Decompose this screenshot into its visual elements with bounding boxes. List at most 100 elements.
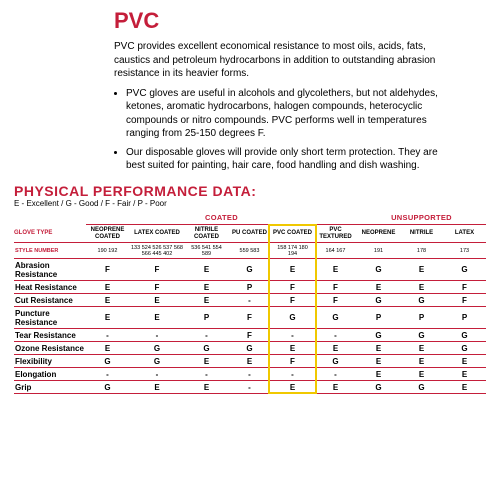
style-cell: 133 524 526 537 568 566 445 402 [129,243,185,259]
data-cell: G [314,355,357,368]
data-cell: - [314,329,357,342]
divider [14,393,486,394]
section-title: PHYSICAL PERFORMANCE DATA: [14,183,486,199]
data-cell: E [443,381,486,394]
data-cell: P [400,307,443,329]
data-cell: F [271,281,314,294]
data-cell: F [271,355,314,368]
legend-text: E - Excellent / G - Good / F - Fair / P … [14,199,486,208]
data-cell: F [129,281,185,294]
data-cell: E [185,355,228,368]
style-cell: 173 [443,243,486,259]
data-cell: - [129,329,185,342]
data-cell: E [400,368,443,381]
style-cell: 559 583 [228,243,271,259]
row-label: Cut Resistance [14,294,86,307]
data-cell: F [228,329,271,342]
data-cell: G [443,342,486,355]
style-cell: 164 167 [314,243,357,259]
coated-header: COATED [86,212,357,225]
data-cell: E [357,281,400,294]
table-row: Cut ResistanceEEE-FFGGF [14,294,486,307]
data-cell: E [314,342,357,355]
data-cell: - [86,329,129,342]
data-cell: G [86,381,129,394]
data-cell: E [314,381,357,394]
row-label: Puncture Resistance [14,307,86,329]
data-cell: E [86,281,129,294]
data-cell: E [443,355,486,368]
data-cell: P [185,307,228,329]
table-row: Puncture ResistanceEEPFGGPPP [14,307,486,329]
data-cell: G [357,381,400,394]
col-header: PVC COATED [271,225,314,243]
table-row: Ozone ResistanceEGGGEEEEG [14,342,486,355]
data-cell: G [443,259,486,281]
style-cell: 191 [357,243,400,259]
data-cell: F [271,294,314,307]
row-label: Grip [14,381,86,394]
data-cell: E [271,259,314,281]
data-cell: - [228,381,271,394]
data-cell: F [443,281,486,294]
data-cell: - [185,368,228,381]
data-cell: G [86,355,129,368]
data-cell: E [314,259,357,281]
data-cell: E [86,342,129,355]
data-cell: - [129,368,185,381]
data-cell: E [357,355,400,368]
data-cell: G [228,342,271,355]
table-row: Elongation------EEE [14,368,486,381]
data-cell: G [357,294,400,307]
data-cell: - [314,368,357,381]
col-header: LATEX COATED [129,225,185,243]
col-header: NEOPRENE COATED [86,225,129,243]
data-cell: G [357,259,400,281]
data-cell: E [443,368,486,381]
data-cell: G [129,342,185,355]
bullet-item: Our disposable gloves will provide only … [126,146,456,173]
data-cell: - [228,294,271,307]
data-cell: E [400,259,443,281]
data-cell: G [228,259,271,281]
data-cell: - [228,368,271,381]
style-cell: 190 192 [86,243,129,259]
data-cell: G [129,355,185,368]
data-cell: E [357,342,400,355]
col-header: PVC TEXTURED [314,225,357,243]
style-cell: 178 [400,243,443,259]
data-cell: - [271,329,314,342]
table-row: Heat ResistanceEFEPFFEEF [14,281,486,294]
data-cell: G [400,294,443,307]
col-header: LATEX [443,225,486,243]
style-cell: 536 541 554 589 [185,243,228,259]
data-cell: E [129,381,185,394]
data-cell: - [185,329,228,342]
bullet-list: PVC gloves are useful in alcohols and gl… [126,87,456,173]
data-cell: G [443,329,486,342]
data-cell: E [185,281,228,294]
data-cell: G [400,381,443,394]
data-cell: F [129,259,185,281]
data-cell: P [443,307,486,329]
col-header: NITRILE COATED [185,225,228,243]
style-cell: 158 174 180 194 [271,243,314,259]
data-cell: - [271,368,314,381]
data-cell: - [86,368,129,381]
data-cell: F [314,281,357,294]
data-cell: G [400,329,443,342]
data-cell: P [228,281,271,294]
data-cell: E [400,281,443,294]
data-cell: E [129,294,185,307]
row-label: Heat Resistance [14,281,86,294]
data-cell: G [314,307,357,329]
bullet-item: PVC gloves are useful in alcohols and gl… [126,87,456,141]
style-number-row: STYLE NUMBER 190 192 133 524 526 537 568… [14,243,486,259]
table-row: Abrasion ResistanceFFEGEEGEG [14,259,486,281]
table-row: GripGEE-EEGGE [14,381,486,394]
data-cell: E [271,381,314,394]
row-label: Ozone Resistance [14,342,86,355]
table-row: FlexibilityGGEEFGEEE [14,355,486,368]
data-cell: E [185,259,228,281]
data-cell: F [86,259,129,281]
